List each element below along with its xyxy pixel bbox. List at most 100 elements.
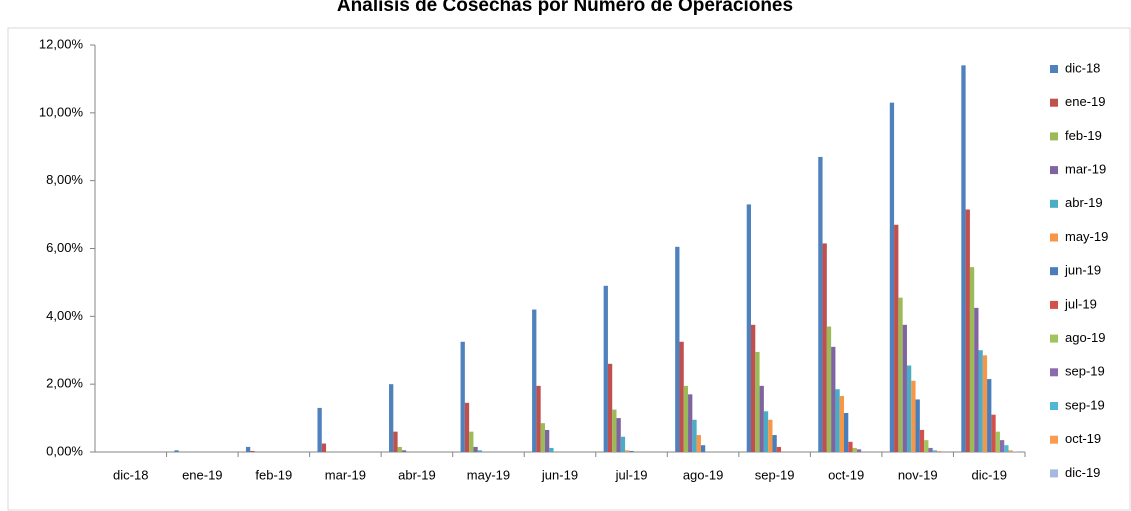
bar [911, 380, 916, 452]
bar [616, 418, 621, 452]
legend-swatch [1050, 98, 1058, 107]
legend-swatch [1050, 334, 1058, 343]
bar [321, 443, 327, 452]
legend-label: feb-19 [1065, 128, 1102, 143]
legend-label: oct-19 [1065, 431, 1101, 446]
x-tick-label: dic-18 [113, 467, 148, 482]
x-tick-label: jul-19 [615, 467, 648, 482]
bar [477, 450, 483, 452]
x-tick-label: ene-19 [182, 467, 222, 482]
bar [831, 346, 836, 452]
bar [317, 407, 322, 452]
y-tick-label: 10,00% [39, 104, 84, 119]
bar [751, 324, 756, 452]
x-tick-label: feb-19 [255, 467, 292, 482]
bar [856, 449, 862, 452]
bar [469, 431, 474, 452]
chart-title: Análisis de Cosechas por Número de Opera… [337, 0, 793, 16]
bar [898, 297, 903, 452]
bar [852, 447, 857, 452]
x-tick-label: nov-19 [898, 467, 938, 482]
legend-swatch [1050, 199, 1058, 208]
chart-border [7, 27, 1131, 511]
bar [607, 363, 613, 452]
bar [928, 447, 933, 452]
bar [978, 350, 983, 452]
legend-label: abr-19 [1065, 195, 1103, 210]
bar [688, 394, 693, 452]
bar [965, 209, 970, 452]
bar [544, 429, 550, 452]
x-tick-label: oct-19 [828, 467, 864, 482]
bar [902, 324, 907, 452]
bar [174, 450, 179, 452]
bar [768, 419, 773, 452]
y-tick-label: 0,00% [46, 443, 83, 458]
bar [397, 446, 402, 452]
bar [932, 450, 938, 452]
x-tick-label: dic-19 [972, 467, 1007, 482]
bar [1004, 445, 1009, 452]
bar [746, 204, 752, 452]
bar [540, 423, 545, 452]
legend-label: jun-19 [1064, 263, 1101, 278]
bar [763, 411, 769, 452]
bar [776, 446, 782, 452]
bar [987, 379, 992, 452]
bar [679, 341, 684, 452]
legend-swatch [1050, 435, 1058, 444]
bar [625, 450, 630, 452]
bar [937, 450, 942, 452]
bar [894, 224, 899, 452]
legend-label: may-19 [1065, 229, 1108, 244]
bar [969, 267, 975, 452]
bar [961, 65, 966, 452]
bar [683, 385, 689, 452]
bar [755, 351, 760, 452]
x-tick-label: ago-19 [683, 467, 723, 482]
bar [759, 385, 764, 452]
bar [696, 435, 701, 452]
legend-swatch [1050, 300, 1058, 309]
legend-label: dic-18 [1065, 60, 1100, 75]
legend-label: jul-19 [1064, 296, 1097, 311]
bar [906, 365, 912, 452]
y-tick-label: 2,00% [46, 376, 83, 391]
legend-swatch [1050, 65, 1058, 73]
bar [1008, 450, 1013, 452]
bar [835, 389, 840, 452]
bar [393, 431, 398, 452]
bar [473, 446, 478, 452]
x-tick-label: sep-19 [755, 467, 795, 482]
x-tick-label: abr-19 [398, 467, 436, 482]
legend-swatch [1050, 132, 1058, 141]
bar [991, 414, 996, 452]
bar [844, 412, 849, 452]
bar [460, 341, 465, 452]
bar [629, 450, 634, 452]
bar [536, 385, 541, 452]
bar [532, 309, 537, 452]
legend-swatch [1050, 402, 1058, 410]
bar [692, 419, 697, 452]
bar [839, 396, 845, 452]
bar [974, 307, 979, 452]
bar [245, 446, 251, 452]
bar [818, 156, 823, 453]
legend-swatch [1050, 166, 1058, 175]
bar [995, 431, 1000, 452]
x-tick-label: may-19 [467, 467, 510, 482]
bar [982, 355, 988, 452]
y-tick-label: 12,00% [39, 36, 84, 51]
bar [999, 440, 1005, 452]
legend-label: ago-19 [1065, 330, 1105, 345]
bar [464, 402, 470, 452]
y-tick-label: 6,00% [46, 240, 83, 255]
y-tick-label: 8,00% [46, 172, 83, 187]
x-tick-label: jun-19 [541, 467, 578, 482]
legend-swatch [1050, 267, 1058, 276]
bar [250, 450, 255, 452]
bar [549, 447, 554, 452]
bar [700, 445, 706, 452]
